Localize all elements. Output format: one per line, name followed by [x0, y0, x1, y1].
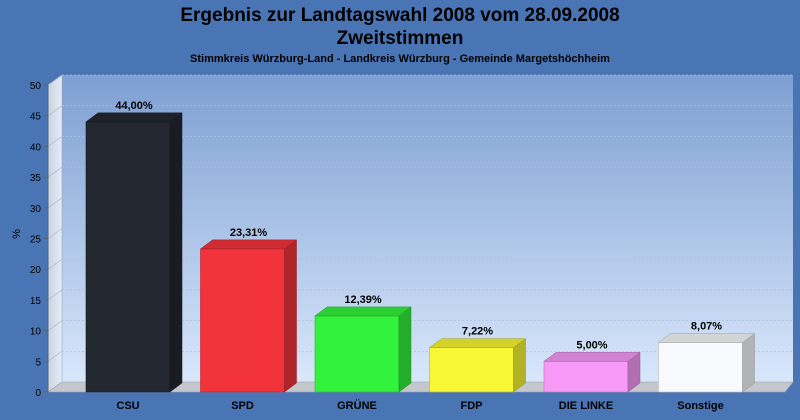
grid-line-side [47, 197, 63, 209]
data-label: 23,31% [230, 227, 268, 239]
grid-line-side [47, 166, 63, 178]
bar-side [513, 338, 526, 393]
bar-die-linke: 5,00% [543, 339, 641, 393]
bars: 44,00% 23,31% 12,39% 7,22% 5,00% 8,07% [85, 100, 756, 393]
bar-front [85, 121, 171, 393]
x-tick-label: SPD [231, 400, 254, 412]
bar-front [200, 248, 285, 393]
y-tick-label: 50 [30, 81, 42, 92]
y-tick-label: 30 [30, 204, 42, 215]
grid-line-side [47, 320, 63, 331]
x-tick-label: DIE LINKE [559, 400, 613, 412]
data-label: 5,00% [576, 339, 607, 351]
y-tick-label: 40 [30, 142, 42, 153]
y-tick-label: 5 [35, 357, 41, 368]
y-tick-label: 0 [35, 388, 41, 399]
x-tick-label: GRÜNE [337, 399, 377, 412]
y-tick-label: 25 [30, 235, 42, 246]
chart-title-line1: Ergebnis zur Landtagswahl 2008 vom 28.09… [180, 5, 620, 26]
chart-title-line2: Zweitstimmen [336, 28, 464, 49]
grid-line-side [47, 74, 63, 86]
y-tick-label: 20 [30, 265, 42, 276]
bar-top [199, 239, 298, 250]
grid-line-side [47, 258, 63, 270]
bar-side [284, 239, 297, 393]
y-tick-label: 15 [30, 296, 42, 307]
bar-top [314, 306, 412, 317]
y-axis-label: % [11, 229, 23, 239]
bar-front [429, 347, 514, 393]
grid-line-side [47, 105, 63, 116]
y-axis: 0 5 10 15 20 25 30 35 40 45 50 [30, 81, 49, 399]
bar-sonstige: 8,07% [657, 320, 756, 393]
chart-title: Ergebnis zur Landtagswahl 2008 vom 28.09… [0, 4, 800, 50]
grid-line-side [47, 228, 63, 239]
bar-side [398, 306, 412, 393]
x-tick-label: CSU [116, 400, 139, 412]
bar-top [428, 338, 527, 348]
x-axis: CSU SPD GRÜNE FDP DIE LINKE Sonstige [116, 399, 723, 412]
grid-lines [47, 74, 793, 362]
bar-front [658, 342, 743, 393]
bar-grüne: 12,39% [314, 294, 412, 393]
y-tick-label: 10 [30, 327, 42, 338]
bar-top [657, 333, 756, 343]
bar-csu: 44,00% [85, 100, 183, 393]
grid-line-side [47, 351, 63, 362]
x-tick-label: Sonstige [677, 400, 723, 412]
chart-subtitle: Stimmkreis Würzburg-Land - Landkreis Wür… [190, 53, 610, 65]
bar-fdp: 7,22% [428, 326, 527, 393]
bar-top [85, 112, 183, 123]
bar-side [742, 332, 755, 393]
bar-front [314, 315, 400, 393]
grid-line-side [47, 289, 63, 301]
y-tick-label: 35 [30, 173, 42, 184]
bar-front [543, 360, 629, 393]
y-tick-label: 45 [30, 112, 42, 123]
bar-spd: 23,31% [199, 227, 298, 393]
data-label: 7,22% [462, 326, 493, 338]
data-label: 8,07% [691, 320, 722, 332]
bar-side [169, 112, 183, 393]
grid-line-side [47, 136, 63, 147]
x-tick-label: FDP [461, 400, 483, 412]
data-label: 44,00% [115, 100, 153, 112]
bar-top [543, 352, 641, 362]
data-label: 12,39% [344, 294, 382, 306]
